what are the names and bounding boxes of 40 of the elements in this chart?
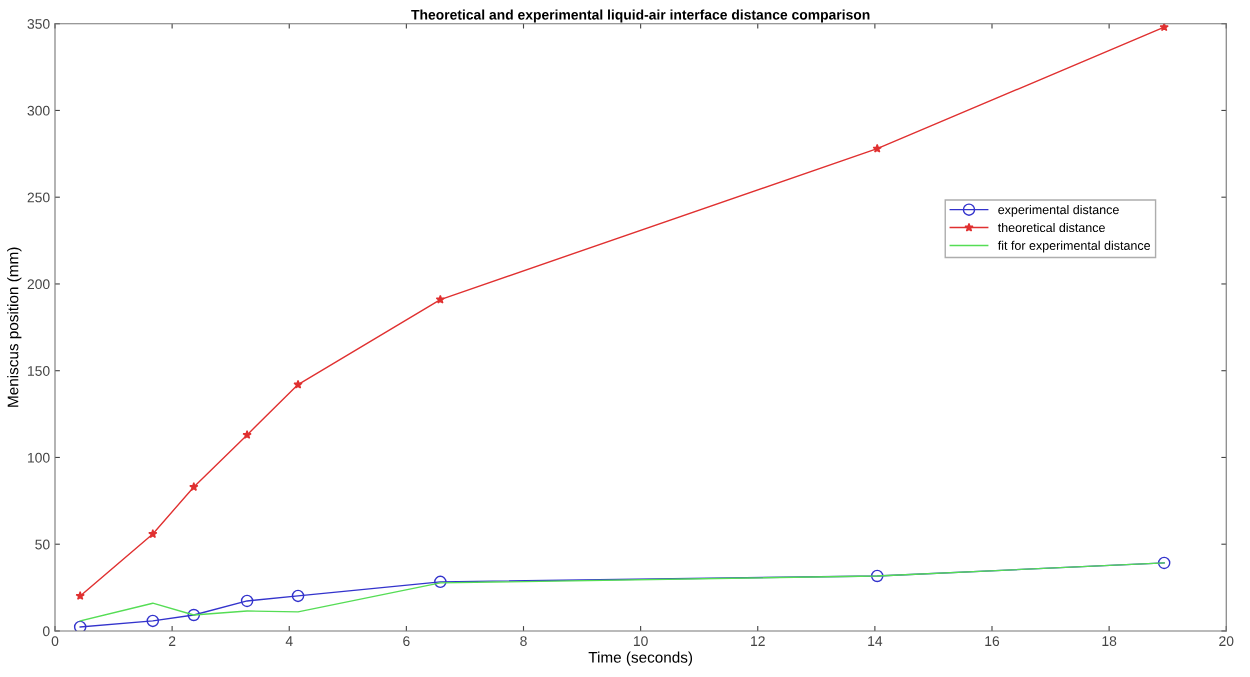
y-tick-label: 350 xyxy=(27,19,50,29)
point xyxy=(75,591,85,600)
point xyxy=(291,589,305,603)
x-tick-label: 12 xyxy=(751,636,765,646)
point xyxy=(434,575,447,589)
x-tick-label: 0 xyxy=(51,636,59,647)
point xyxy=(240,594,254,608)
x-tick-label: 10 xyxy=(633,636,648,647)
x-tick-label: 14 xyxy=(868,636,883,646)
point xyxy=(870,569,884,583)
x-tick-label: 20 xyxy=(1219,636,1234,647)
point xyxy=(872,143,882,153)
x-axis-title: Time (seconds) xyxy=(588,651,693,666)
chart-title: Theoretical and experimental liquid-air interface distance comparison xyxy=(411,9,870,23)
y-tick-label: 50 xyxy=(35,539,50,550)
y-tick-label: 200 xyxy=(27,279,50,290)
point xyxy=(148,529,158,539)
legend-label: theoretical distance xyxy=(997,222,1105,233)
point xyxy=(73,620,87,631)
y-tick-label: 100 xyxy=(28,452,50,463)
point xyxy=(435,294,445,304)
point xyxy=(1157,556,1171,570)
y-tick-label: 150 xyxy=(28,366,50,376)
x-tick-label: 18 xyxy=(1102,636,1117,647)
legend-label: experimental distance xyxy=(998,204,1119,217)
legend-label: fit for experimental distance xyxy=(997,240,1151,253)
point xyxy=(146,614,160,628)
point xyxy=(242,430,252,439)
x-tick-label: 8 xyxy=(520,636,527,647)
point xyxy=(189,482,199,492)
x-tick-label: 2 xyxy=(168,636,176,646)
point xyxy=(1159,23,1169,32)
y-tick-label: 300 xyxy=(27,105,50,116)
point xyxy=(187,608,201,622)
x-tick-label: 16 xyxy=(985,636,1000,647)
y-axis-title: Meniscus position (mm) xyxy=(7,247,22,407)
x-tick-label: 6 xyxy=(403,636,410,647)
y-tick-label: 0 xyxy=(42,626,50,637)
y-tick-label: 250 xyxy=(27,192,50,203)
x-tick-label: 4 xyxy=(285,636,293,646)
